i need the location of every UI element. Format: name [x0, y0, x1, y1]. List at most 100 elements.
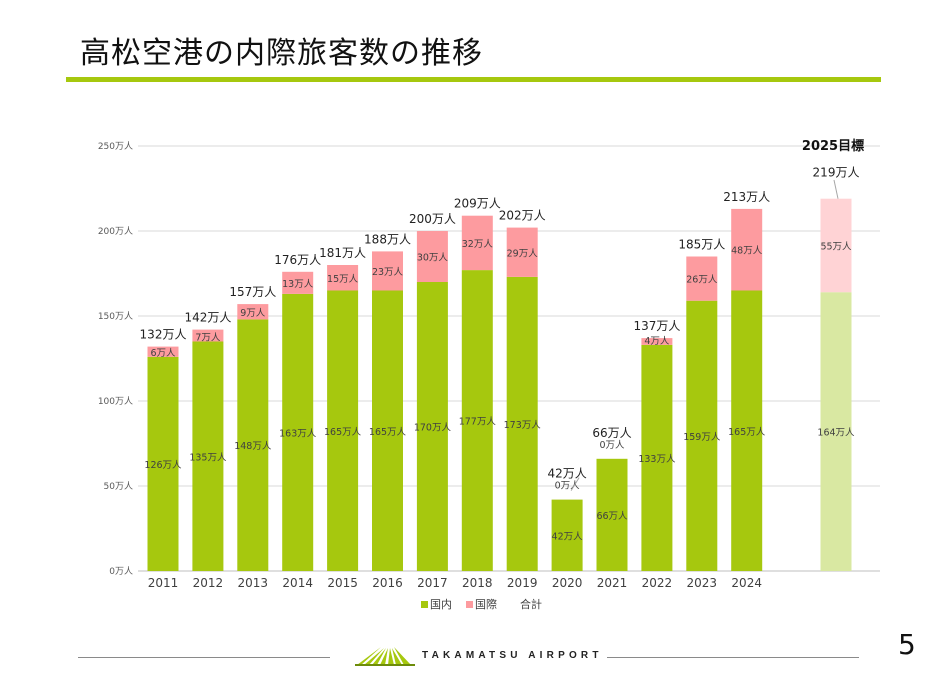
y-tick-label: 50万人 [104, 481, 133, 492]
data-label-total: 213万人 [723, 190, 770, 204]
bar-international [282, 271, 314, 294]
legend-swatch [466, 601, 473, 608]
page-title: 高松空港の内際旅客数の推移 [80, 36, 483, 71]
data-label-domestic: 177万人 [459, 417, 497, 428]
data-label-international: 9万人 [240, 308, 266, 319]
data-label-total: 185万人 [678, 238, 725, 252]
footer-rule-left [78, 657, 330, 658]
legend-swatch [421, 601, 428, 608]
data-label-domestic: 165万人 [324, 427, 362, 438]
y-tick-label: 100万人 [98, 396, 133, 407]
bar-international [192, 329, 224, 342]
x-tick-label: 2024 [731, 576, 762, 590]
data-label-domestic: 42万人 [552, 531, 584, 542]
x-tick-label: 2020 [552, 576, 583, 590]
bar-international [461, 215, 493, 271]
bar-international [372, 251, 403, 291]
bar-domestic [237, 319, 269, 571]
bar-international [641, 338, 673, 345]
bar-domestic [820, 292, 852, 571]
target-label: 2025目標 [802, 138, 864, 154]
legend-label: 国際 [475, 598, 497, 611]
bar-domestic [641, 344, 673, 571]
x-tick-label: 2016 [372, 576, 403, 590]
bar-domestic [506, 276, 538, 571]
bar-domestic [416, 282, 448, 571]
bar-international [416, 231, 448, 282]
data-label-total: 132万人 [140, 328, 187, 342]
data-label-international: 7万人 [195, 333, 221, 344]
data-label-international: 6万人 [150, 348, 176, 359]
data-label-total: 42万人 [547, 467, 586, 481]
x-tick-label: 2023 [687, 576, 718, 590]
bar-domestic [551, 499, 583, 571]
x-tick-label: 2017 [417, 576, 448, 590]
data-label-total: 176万人 [274, 253, 321, 267]
data-label-international: 30万人 [417, 253, 449, 264]
data-label-total: 181万人 [319, 246, 366, 260]
x-tick-label: 2021 [597, 576, 628, 590]
y-tick-label: 150万人 [98, 311, 133, 322]
data-label-domestic: 165万人 [728, 427, 766, 438]
bar-international [237, 304, 269, 320]
bar-domestic [461, 270, 493, 571]
data-label-domestic: 163万人 [279, 428, 317, 439]
x-tick-label: 2015 [327, 576, 358, 590]
data-label-total: 66万人 [592, 426, 631, 440]
data-label-domestic: 173万人 [504, 420, 542, 431]
data-label-domestic: 170万人 [414, 423, 452, 434]
callout-leader-2020 [570, 477, 580, 491]
data-label-international: 32万人 [462, 239, 494, 250]
data-label-international: 55万人 [820, 241, 852, 252]
airport-logo-text: TAKAMATSU AIRPORT [422, 650, 603, 661]
data-label-domestic: 159万人 [683, 432, 721, 443]
data-label-total: 219万人 [813, 166, 860, 180]
data-label-total: 200万人 [409, 212, 456, 226]
legend-label: 合計 [520, 597, 542, 611]
data-label-total: 188万人 [364, 232, 411, 246]
data-label-international: 26万人 [686, 275, 718, 286]
x-tick-label: 2013 [238, 576, 269, 590]
bar-international [506, 227, 538, 277]
page-number: 5 [898, 628, 916, 661]
data-label-international: 4万人 [644, 336, 670, 347]
data-label-international: 0万人 [555, 481, 581, 492]
data-label-domestic: 135万人 [189, 452, 227, 463]
bar-domestic [596, 458, 628, 571]
y-tick-label: 250万人 [98, 141, 133, 152]
bar-domestic [731, 290, 763, 571]
x-tick-label: 2014 [282, 576, 313, 590]
data-label-domestic: 148万人 [234, 441, 272, 452]
bar-international [820, 198, 852, 293]
x-tick-label: 2019 [507, 576, 538, 590]
bar-international [731, 208, 763, 291]
bar-domestic [282, 293, 314, 571]
x-tick-label: 2022 [642, 576, 673, 590]
footer-rule-right [607, 657, 859, 658]
bar-international [147, 346, 179, 357]
x-tick-label: 2018 [462, 576, 493, 590]
bar-international [686, 256, 718, 301]
data-label-international: 0万人 [599, 440, 625, 451]
passenger-chart: 0万人 50万人 100万人 150万人 200万人 250万人 126万人 6万人 132万人… [98, 138, 880, 611]
data-label-domestic: 126万人 [144, 460, 182, 471]
data-label-international: 48万人 [731, 246, 763, 257]
bar-domestic [686, 300, 718, 571]
data-label-domestic: 66万人 [596, 511, 628, 522]
data-label-total: 137万人 [633, 319, 680, 333]
data-label-total: 209万人 [454, 197, 501, 211]
bar-domestic [192, 341, 224, 571]
data-label-total: 142万人 [184, 311, 231, 325]
data-label-total: 202万人 [499, 209, 546, 223]
data-label-international: 15万人 [327, 274, 359, 285]
x-tick-label: 2011 [148, 576, 179, 590]
airport-logo-icon [355, 647, 415, 666]
bar-domestic [372, 290, 403, 571]
x-tick-label: 2012 [193, 576, 224, 590]
bar-domestic [327, 290, 359, 571]
legend-label: 国内 [430, 597, 452, 611]
bar-domestic [147, 356, 179, 571]
data-label-international: 29万人 [507, 248, 539, 259]
data-label-total: 157万人 [229, 285, 276, 299]
data-label-domestic: 133万人 [638, 454, 676, 465]
